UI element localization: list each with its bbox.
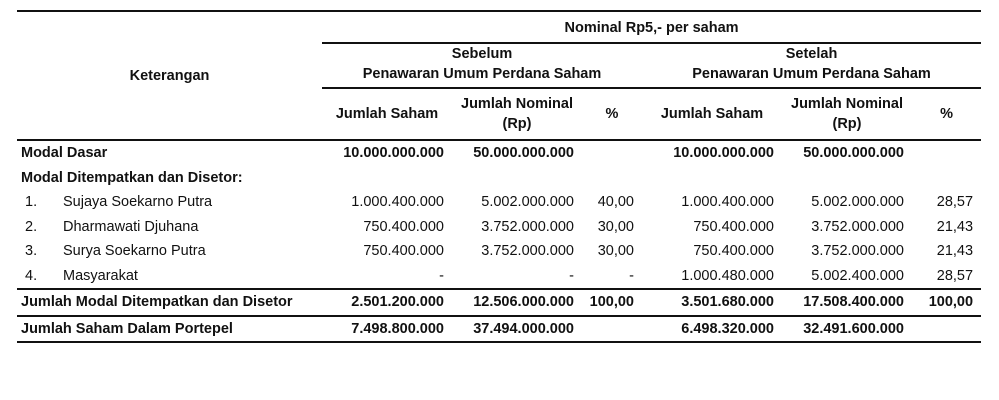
row-index: 2. [25,218,38,235]
header-keterangan: Keterangan [17,11,322,141]
before-jumlah-saham: 10.000.000.000 [343,145,444,162]
before-percent: 40,00 [597,194,634,211]
header-nominal-title: Nominal Rp5,- per saham [322,11,982,44]
before-jumlah-saham: 7.498.800.000 [322,315,452,343]
row-label: Sujaya Soekarno Putra [63,194,213,211]
header-setelah-line1: Setelah [785,46,838,62]
table-row: 1. Sujaya Soekarno Putra 1.000.400.000 5.… [17,190,981,215]
after-jumlah-saham: 750.400.000 [693,243,774,260]
table-row-modal-dasar: Modal Dasar 10.000.000.000 50.000.000.00… [17,140,981,166]
row-label: Masyarakat [63,267,138,284]
row-label: Jumlah Saham Dalam Portepel [17,315,322,343]
before-jumlah-saham: 1.000.400.000 [351,194,444,211]
before-jumlah-nominal: 12.506.000.000 [452,289,582,317]
header-before-jumlah-nominal: Jumlah Nominal (Rp) [452,88,582,141]
after-percent: 21,43 [936,243,974,260]
after-jumlah-nominal: 3.752.000.000 [811,243,904,260]
before-percent: - [582,263,642,290]
after-jumlah-saham: 1.000.480.000 [642,263,782,290]
header-after-jumlah-nominal-line2: (Rp) [832,116,862,132]
after-jumlah-nominal: 17.508.400.000 [782,289,912,317]
before-percent [582,140,642,166]
before-jumlah-saham: 2.501.200.000 [322,289,452,317]
row-index: 3. [25,243,38,260]
capital-structure-table-container: Keterangan Nominal Rp5,- per saham Sebel… [17,10,982,343]
header-after-jumlah-saham: Jumlah Saham [642,88,782,141]
after-jumlah-nominal: 3.752.000.000 [811,218,904,235]
after-jumlah-saham: 1.000.400.000 [681,194,774,211]
before-percent: 30,00 [597,243,634,260]
before-jumlah-saham: 750.400.000 [363,218,444,235]
row-label: Jumlah Modal Ditempatkan dan Disetor [17,289,322,317]
header-before-jumlah-saham: Jumlah Saham [322,88,452,141]
after-percent: 28,57 [912,263,982,290]
before-jumlah-saham: 750.400.000 [363,243,444,260]
table-row-portepel: Jumlah Saham Dalam Portepel 7.498.800.00… [17,315,982,343]
row-index: 4. [25,267,38,284]
after-jumlah-nominal: 5.002.000.000 [811,194,904,211]
row-label: Surya Soekarno Putra [63,243,206,260]
before-jumlah-nominal: 50.000.000.000 [473,145,574,162]
before-percent [582,315,642,343]
header-before-jumlah-nominal-line2: (Rp) [502,116,532,132]
header-before-percent: % [582,88,642,141]
after-jumlah-saham: 6.498.320.000 [642,315,782,343]
table-row: 4. Masyarakat - - - 1.000.480.000 5.002.4… [17,263,982,290]
table-row-modal-ditempatkan: Modal Ditempatkan dan Disetor: [17,166,981,191]
after-jumlah-nominal: 50.000.000.000 [803,145,904,162]
table-row-total-ditempatkan: Jumlah Modal Ditempatkan dan Disetor 2.5… [17,289,982,317]
before-jumlah-nominal: 3.752.000.000 [481,218,574,235]
row-label: Dharmawati Djuhana [63,218,199,235]
row-label: Modal Ditempatkan dan Disetor: [21,169,243,186]
after-percent: 21,43 [936,218,974,235]
table-row: 2. Dharmawati Djuhana 750.400.000 3.752.0… [17,215,981,240]
header-setelah-line2: Penawaran Umum Perdana Saham [642,64,982,89]
after-percent: 28,57 [936,194,974,211]
header-sebelum-line2: Penawaran Umum Perdana Saham [322,64,642,89]
after-jumlah-saham: 3.501.680.000 [642,289,782,317]
capital-structure-table: Keterangan Nominal Rp5,- per saham Sebel… [17,10,982,343]
header-sebelum-line1: Sebelum [451,46,513,62]
after-percent [912,140,981,166]
header-before-jumlah-nominal-line1: Jumlah Nominal [461,96,573,112]
after-jumlah-nominal: 32.491.600.000 [782,315,912,343]
header-after-jumlah-nominal: Jumlah Nominal (Rp) [782,88,912,141]
before-jumlah-saham: - [322,263,452,290]
before-percent: 30,00 [597,218,634,235]
header-after-jumlah-nominal-line1: Jumlah Nominal [791,96,903,112]
before-percent: 100,00 [582,289,642,317]
after-percent [912,315,982,343]
after-jumlah-nominal: 5.002.400.000 [782,263,912,290]
row-label: Modal Dasar [21,145,108,162]
before-jumlah-nominal: 5.002.000.000 [481,194,574,211]
table-row: 3. Surya Soekarno Putra 750.400.000 3.752… [17,239,981,264]
after-jumlah-saham: 10.000.000.000 [673,145,774,162]
before-jumlah-nominal: - [452,263,582,290]
after-percent: 100,00 [912,289,982,317]
header-after-percent: % [912,88,982,141]
row-index: 1. [25,194,38,211]
before-jumlah-nominal: 3.752.000.000 [481,243,574,260]
after-jumlah-saham: 750.400.000 [693,218,774,235]
before-jumlah-nominal: 37.494.000.000 [452,315,582,343]
